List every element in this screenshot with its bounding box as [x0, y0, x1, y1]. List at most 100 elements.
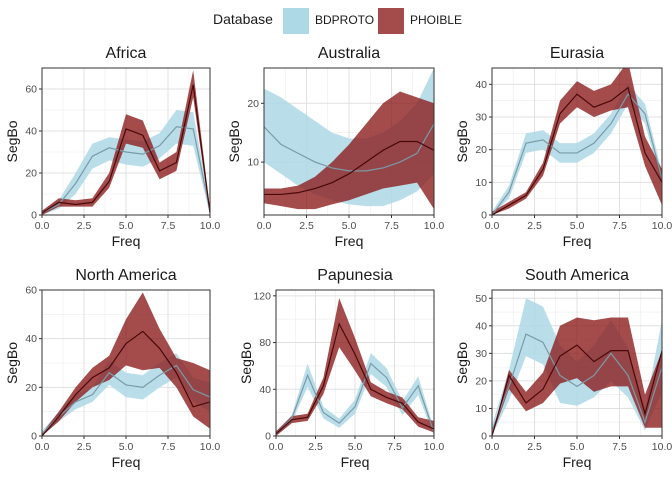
- series-group: [492, 68, 662, 215]
- x-axis-title: Freq: [112, 454, 141, 470]
- x-tick-label: 10.0: [424, 441, 445, 453]
- y-tick-label: 0: [31, 210, 37, 222]
- x-tick-label: 7.5: [161, 441, 176, 453]
- y-tick-label: 0: [265, 431, 271, 443]
- y-tick-label: 30: [475, 348, 487, 360]
- y-tick-label: 40: [475, 79, 487, 91]
- panel-africa: Africa 0.0 2.5 5.0 7.5 10.0 0 20 40 60 Freq SegBo: [4, 45, 220, 249]
- panel-title-australia: Australia: [318, 45, 380, 62]
- legend-title: Database: [213, 11, 273, 27]
- x-tick-label: 2.5: [299, 220, 314, 232]
- x-tick-label: 5.0: [570, 441, 585, 453]
- y-tick-label: 0: [481, 431, 487, 443]
- line-bdproto: [42, 126, 210, 214]
- y-tick-label: 10: [475, 177, 487, 189]
- series-group: [42, 292, 210, 436]
- ribbon-bdproto: [492, 84, 662, 215]
- x-tick-label: 5.0: [348, 441, 363, 453]
- line-bdproto: [492, 93, 662, 215]
- line-phoible: [276, 322, 434, 435]
- y-tick-label: 40: [259, 384, 271, 396]
- x-tick-label: 2.5: [527, 441, 542, 453]
- y-axis-title: SegBo: [4, 342, 20, 384]
- x-tick-label: 2.5: [77, 441, 92, 453]
- panel-title-south-america: South America: [525, 267, 629, 284]
- series-group: [42, 70, 210, 215]
- x-tick-label: 5.0: [119, 441, 134, 453]
- series-group: [492, 298, 662, 436]
- y-tick-label: 120: [253, 290, 271, 302]
- line-bdproto: [42, 364, 210, 434]
- x-tick-label: 10.0: [200, 441, 221, 453]
- y-tick-label: 0: [481, 210, 487, 222]
- line-phoible: [492, 86, 662, 215]
- y-axis-title: SegBo: [454, 120, 470, 162]
- x-tick-label: 10.0: [652, 441, 672, 453]
- x-tick-label: 0.0: [35, 441, 50, 453]
- legend: Database BDPROTO PHOIBLE: [213, 8, 462, 34]
- x-tick-label: 0.0: [257, 220, 272, 232]
- x-axis-title: Freq: [112, 233, 141, 249]
- x-axis-title: Freq: [341, 454, 370, 470]
- y-tick-label: 0: [31, 431, 37, 443]
- line-phoible: [492, 344, 662, 436]
- x-tick-label: 7.5: [384, 220, 399, 232]
- x-tick-label: 5.0: [342, 220, 357, 232]
- ribbon-phoible: [42, 70, 210, 215]
- x-tick-label: 7.5: [612, 220, 627, 232]
- y-axis-title: SegBo: [454, 342, 470, 384]
- x-tick-label: 2.5: [77, 220, 92, 232]
- panel-title-north-america: North America: [75, 267, 176, 284]
- ribbon-phoible: [492, 68, 662, 215]
- series-group: [264, 68, 434, 210]
- line-phoible: [42, 330, 210, 436]
- panel-south-america: South America 0.0 2.5 5.0 7.5 10.0 0 10 20 30 40 50…: [454, 267, 672, 470]
- y-axis-title: SegBo: [4, 120, 20, 162]
- x-tick-label: 7.5: [612, 441, 627, 453]
- y-axis-title: SegBo: [238, 342, 254, 384]
- x-tick-label: 10.0: [424, 220, 445, 232]
- y-tick-label: 60: [25, 84, 37, 96]
- x-tick-label: 0.0: [269, 441, 284, 453]
- legend-swatch-phoible: [378, 8, 404, 34]
- x-tick-label: 0.0: [485, 441, 500, 453]
- y-tick-label: 10: [247, 157, 259, 169]
- panel-papunesia: Papunesia 0.0 2.5 5.0 7.5 10.0 0 40 80 120 Freq Seg…: [238, 267, 444, 470]
- y-tick-label: 20: [25, 382, 37, 394]
- y-tick-label: 60: [25, 285, 37, 297]
- x-tick-label: 10.0: [652, 220, 672, 232]
- y-tick-label: 20: [247, 98, 259, 110]
- x-axis-title: Freq: [563, 454, 592, 470]
- panel-title-papunesia: Papunesia: [317, 267, 393, 284]
- x-tick-label: 7.5: [161, 220, 176, 232]
- y-tick-label: 20: [475, 375, 487, 387]
- panel-title-eurasia: Eurasia: [550, 45, 604, 62]
- y-tick-label: 10: [475, 403, 487, 415]
- x-tick-label: 0.0: [35, 220, 50, 232]
- y-tick-label: 40: [475, 320, 487, 332]
- ribbon-phoible: [492, 317, 662, 436]
- x-tick-label: 7.5: [387, 441, 402, 453]
- line-bdproto: [276, 362, 434, 435]
- y-tick-label: 40: [25, 126, 37, 138]
- line-bdproto: [492, 333, 662, 431]
- line-phoible: [42, 84, 210, 214]
- x-tick-label: 2.5: [527, 220, 542, 232]
- legend-swatch-bdproto: [283, 8, 309, 34]
- legend-label-bdproto: BDPROTO: [315, 13, 374, 27]
- y-tick-label: 80: [259, 337, 271, 349]
- y-tick-label: 20: [25, 168, 37, 180]
- facet-panels: Africa 0.0 2.5 5.0 7.5 10.0 0 20 40 60 Freq SegBo Au…: [4, 45, 672, 470]
- y-tick-label: 40: [25, 333, 37, 345]
- panel-eurasia: Eurasia 0.0 2.5 5.0 7.5 10.0 0 10 20 30 40 Freq SegB…: [454, 45, 672, 249]
- series-group: [276, 298, 434, 436]
- x-axis-title: Freq: [563, 233, 592, 249]
- y-axis-title: SegBo: [226, 120, 242, 162]
- panel-australia: Australia 0.0 2.5 5.0 7.5 10.0 10 20 Freq SegBo: [226, 45, 444, 249]
- legend-label-phoible: PHOIBLE: [410, 13, 462, 27]
- y-tick-label: 50: [475, 293, 487, 305]
- panel-title-africa: Africa: [106, 45, 147, 62]
- y-tick-label: 30: [475, 112, 487, 124]
- ribbon-phoible: [264, 91, 434, 210]
